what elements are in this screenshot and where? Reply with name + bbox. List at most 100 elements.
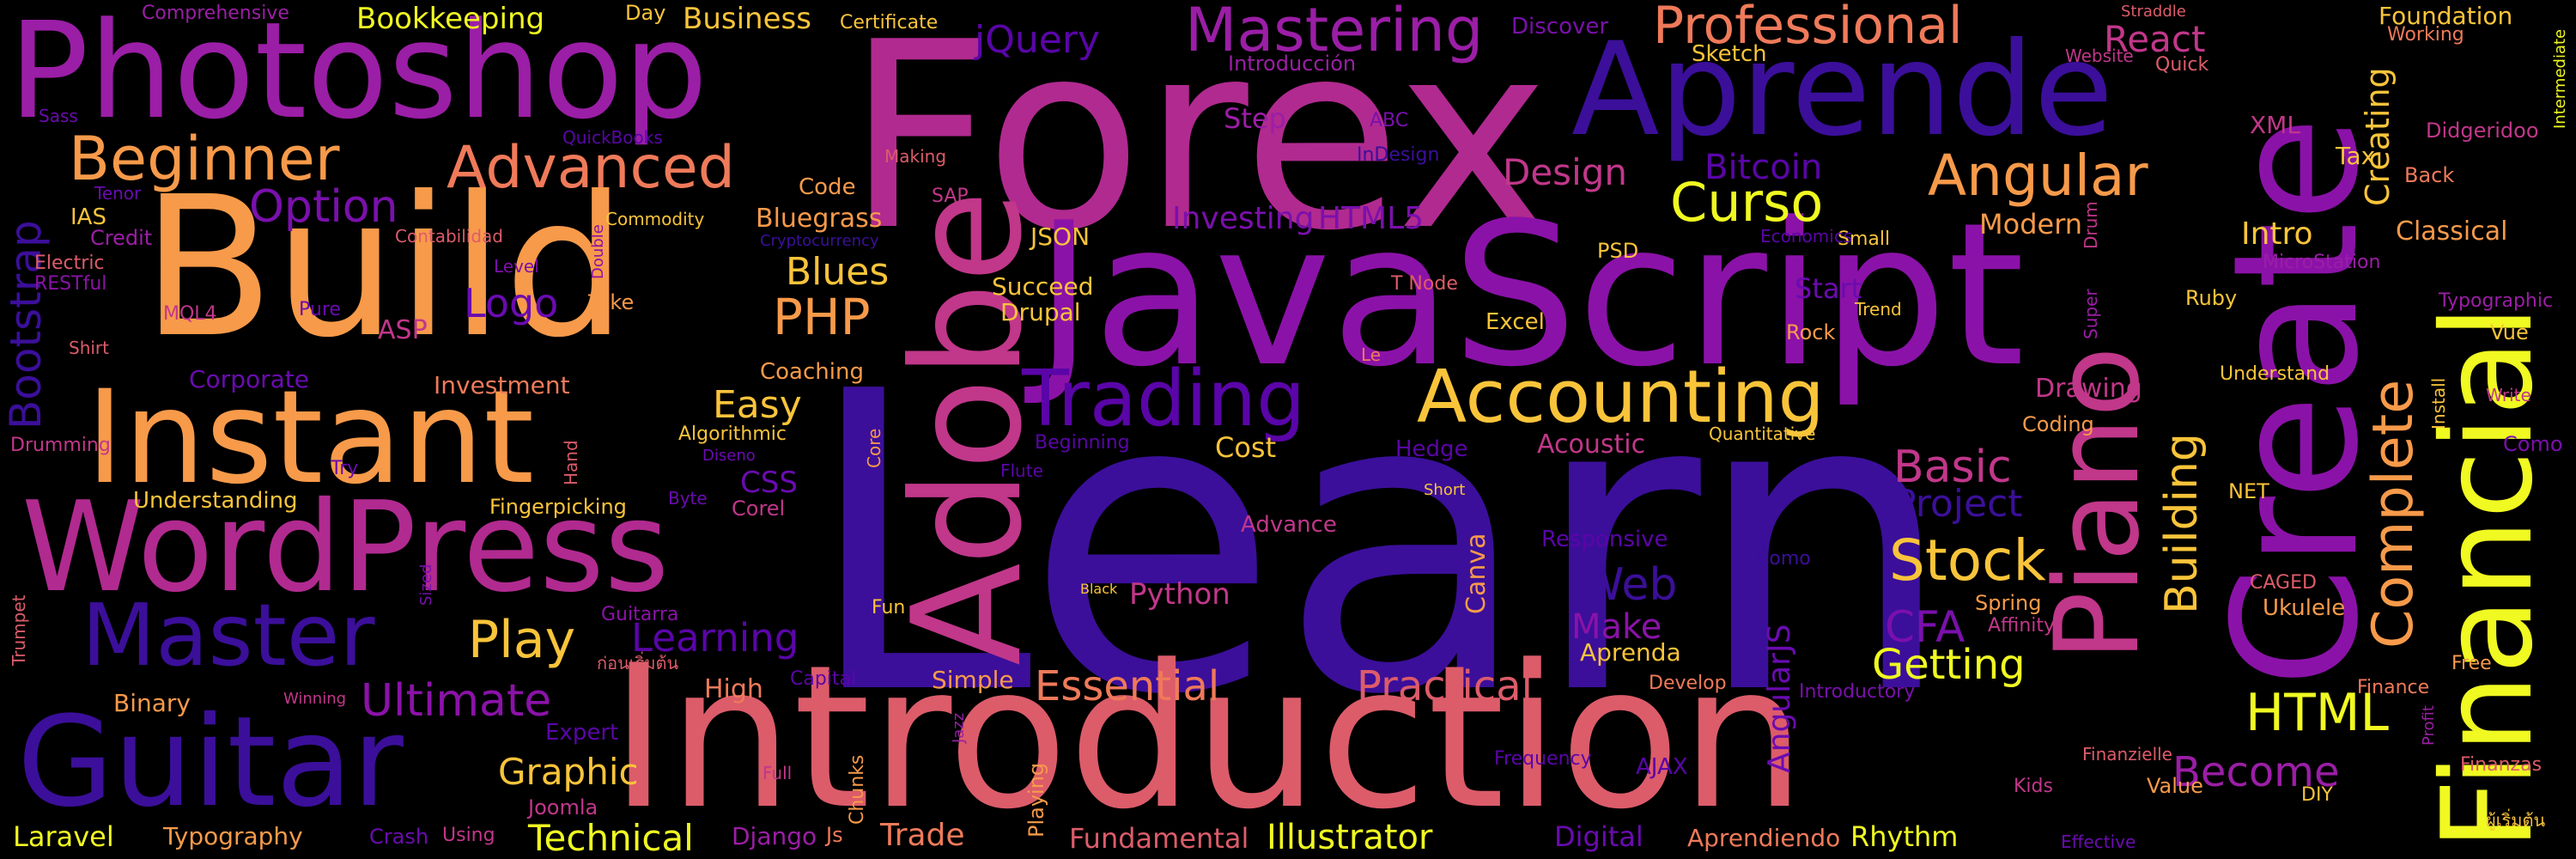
word-net: NET	[2228, 479, 2269, 503]
word-python: Python	[1129, 577, 1230, 612]
word-html5: HTML5	[1318, 201, 1425, 236]
word-option: Option	[249, 181, 398, 233]
word-aprenda: Aprenda	[1580, 638, 1681, 667]
word-bookkeeping: Bookkeeping	[356, 2, 545, 36]
word-byte: Byte	[668, 488, 708, 509]
word-curso: Curso	[1670, 171, 1824, 234]
word-html: HTML	[2245, 683, 2389, 743]
word-guitarra: Guitarra	[601, 604, 679, 625]
word-le: Le	[1361, 344, 1382, 365]
word-trade: Trade	[880, 818, 965, 853]
word-drupal: Drupal	[1000, 298, 1081, 326]
word-play: Play	[468, 610, 576, 670]
word-beginning: Beginning	[1035, 432, 1130, 454]
word-psd: PSD	[1597, 239, 1639, 263]
word-practical: Practical	[1357, 662, 1533, 710]
word-advanced: Advanced	[447, 134, 735, 202]
word-drumming: Drumming	[10, 435, 111, 456]
word-web: Web	[1580, 559, 1678, 611]
word-finanzielle: Finanzielle	[2082, 744, 2172, 765]
word-microstation: MicroStation	[2263, 252, 2381, 273]
word-profit: Profit	[2420, 705, 2438, 746]
word-easy: Easy	[713, 383, 802, 427]
word-trend: Trend	[1855, 299, 1902, 320]
word-business: Business	[683, 2, 811, 36]
word-flute: Flute	[1000, 460, 1043, 481]
word-straddle: Straddle	[2121, 3, 2186, 21]
word-illustrator: Illustrator	[1267, 818, 1433, 857]
word-capital: Capital	[790, 668, 857, 690]
word-black: Black	[1080, 581, 1118, 597]
word-understand: Understand	[2220, 363, 2330, 385]
word-step: Step	[1224, 102, 1286, 135]
word-level: Level	[494, 256, 539, 277]
word-shirt: Shirt	[69, 338, 109, 358]
word-understanding: Understanding	[133, 488, 298, 514]
word-investment: Investment	[434, 371, 570, 399]
word-winning: Winning	[283, 690, 347, 708]
word-mql4: MQL4	[163, 303, 217, 325]
word-learn: Learn	[803, 305, 1955, 785]
word-thai-1: ก่อนเริ่มต้น	[597, 653, 679, 673]
word-value: Value	[2147, 774, 2203, 798]
word-develop: Develop	[1649, 673, 1727, 694]
word-comprehensive: Comprehensive	[142, 3, 289, 24]
word-como-right: Como	[2503, 432, 2563, 456]
word-succeed: Succeed	[992, 272, 1094, 301]
word-playing: Playing	[1024, 762, 1048, 838]
word-photoshop: Photoshop	[9, 0, 708, 149]
word-sketch: Sketch	[1692, 41, 1767, 67]
word-como-mid: Como	[1756, 548, 1811, 570]
word-ultimate: Ultimate	[361, 675, 552, 727]
word-joomla: Joomla	[528, 795, 598, 819]
word-using: Using	[442, 825, 495, 846]
word-essential: Essential	[1035, 662, 1220, 710]
word-learning: Learning	[631, 615, 799, 661]
word-effective: Effective	[2061, 832, 2136, 852]
word-complete: Complete	[2361, 379, 2426, 649]
word-diseno: Diseno	[702, 447, 756, 465]
word-take: Take	[588, 290, 635, 314]
word-stock: Stock	[1889, 527, 2046, 594]
word-expert: Expert	[545, 720, 619, 746]
word-code: Code	[799, 174, 856, 200]
word-super: Super	[2081, 289, 2101, 339]
word-master: Master	[82, 585, 375, 685]
word-fundamental: Fundamental	[1069, 822, 1249, 855]
word-economics: Economics	[1760, 226, 1853, 247]
word-professional: Professional	[1653, 0, 1963, 56]
word-vue: Vue	[2490, 320, 2529, 344]
word-foundation: Foundation	[2379, 2, 2513, 30]
word-drum: Drum	[2081, 201, 2101, 249]
word-fun: Fun	[872, 597, 906, 618]
word-classical: Classical	[2396, 216, 2508, 247]
word-graphic: Graphic	[498, 751, 639, 793]
word-css: CSS	[740, 466, 798, 500]
word-making: Making	[884, 146, 947, 167]
word-electric: Electric	[34, 253, 105, 274]
word-finance: Finance	[2357, 677, 2430, 698]
word-start: Start	[1795, 272, 1862, 305]
word-indesign: InDesign	[1357, 144, 1440, 166]
word-blues: Blues	[786, 250, 890, 294]
word-fingerpicking: Fingerpicking	[489, 495, 627, 519]
word-beginner: Beginner	[69, 124, 340, 194]
word-laravel: Laravel	[13, 820, 114, 853]
word-write: Write	[2486, 385, 2531, 405]
word-guitar: Guitar	[17, 690, 404, 835]
word-intermediate: Intermediate	[2551, 28, 2569, 129]
word-discover: Discover	[1511, 14, 1609, 40]
word-bootstrap: Bootstrap	[1, 220, 51, 430]
word-project: Project	[1893, 482, 2023, 526]
word-thai-2: ผู้เริ่มต้น	[2486, 810, 2546, 831]
word-didgeridoo: Didgeridoo	[2426, 119, 2539, 143]
word-quick: Quick	[2155, 54, 2209, 76]
word-logo: Logo	[464, 280, 559, 326]
word-angular: Angular	[1928, 143, 2148, 209]
word-kids: Kids	[2014, 776, 2053, 797]
word-full: Full	[762, 763, 793, 783]
word-bluegrass: Bluegrass	[756, 204, 883, 234]
word-short: Short	[1424, 481, 1466, 499]
word-abc: ABC	[1370, 110, 1409, 131]
word-php: PHP	[773, 288, 871, 346]
